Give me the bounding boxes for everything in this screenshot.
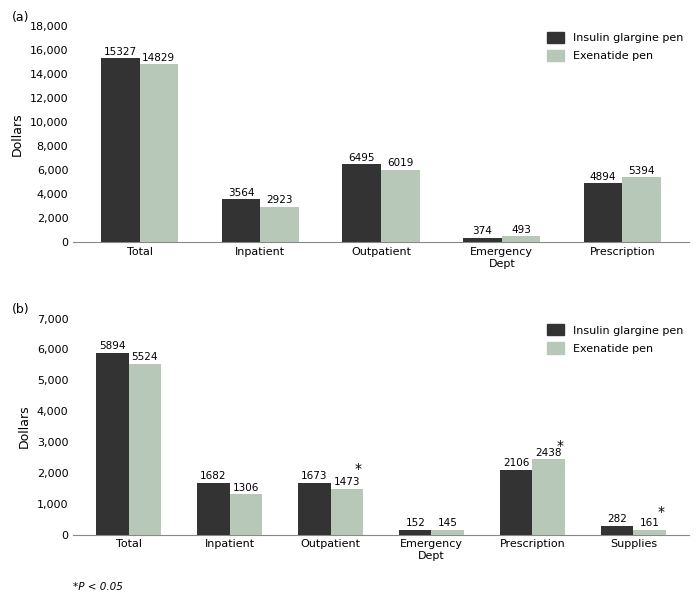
Bar	[298, 483, 330, 535]
Text: 15327: 15327	[104, 46, 136, 57]
Y-axis label: Dollars: Dollars	[18, 405, 31, 448]
Text: *: *	[556, 439, 564, 453]
Text: (b): (b)	[12, 303, 29, 317]
Text: 1673: 1673	[301, 471, 328, 481]
Text: 282: 282	[608, 514, 627, 524]
Text: 145: 145	[438, 518, 458, 529]
Bar	[622, 178, 661, 242]
Bar	[139, 64, 178, 242]
Text: 161: 161	[640, 518, 659, 528]
Legend: Insulin glargine pen, Exenatide pen: Insulin glargine pen, Exenatide pen	[547, 32, 683, 61]
Bar	[533, 459, 565, 535]
Bar	[97, 353, 129, 535]
Text: 1473: 1473	[333, 477, 360, 488]
Bar	[431, 530, 464, 535]
Text: 493: 493	[511, 225, 531, 235]
Text: 6495: 6495	[349, 152, 375, 163]
Text: 3564: 3564	[228, 188, 254, 197]
Bar	[222, 199, 260, 242]
Bar	[463, 238, 502, 242]
Text: 2438: 2438	[536, 447, 562, 458]
Bar	[197, 483, 230, 535]
Bar	[634, 530, 666, 535]
Bar	[502, 237, 540, 242]
Y-axis label: Dollars: Dollars	[11, 113, 24, 156]
Bar	[230, 494, 262, 535]
Text: 374: 374	[473, 226, 492, 236]
Text: 1682: 1682	[200, 471, 227, 481]
Bar	[399, 530, 431, 535]
Text: 5394: 5394	[629, 166, 655, 176]
Bar	[101, 58, 139, 242]
Text: 14829: 14829	[142, 52, 176, 63]
Text: 152: 152	[405, 518, 426, 528]
Text: *: *	[355, 462, 362, 476]
Text: 4894: 4894	[590, 172, 617, 182]
Text: 2923: 2923	[267, 196, 293, 205]
Bar	[381, 170, 420, 242]
Bar	[330, 489, 363, 535]
Bar	[584, 184, 622, 242]
Legend: Insulin glargine pen, Exenatide pen: Insulin glargine pen, Exenatide pen	[547, 324, 683, 353]
Text: 5894: 5894	[99, 341, 126, 351]
Text: 1306: 1306	[232, 483, 259, 492]
Bar	[260, 207, 299, 242]
Text: 2106: 2106	[503, 458, 529, 468]
Text: (a): (a)	[12, 11, 29, 24]
Text: 6019: 6019	[387, 158, 414, 169]
Text: 5524: 5524	[132, 352, 158, 362]
Bar	[601, 526, 634, 535]
Bar	[129, 364, 161, 535]
Bar	[342, 164, 381, 242]
Text: *P < 0.05: *P < 0.05	[74, 582, 123, 592]
Text: *: *	[657, 505, 664, 520]
Bar	[500, 470, 533, 535]
